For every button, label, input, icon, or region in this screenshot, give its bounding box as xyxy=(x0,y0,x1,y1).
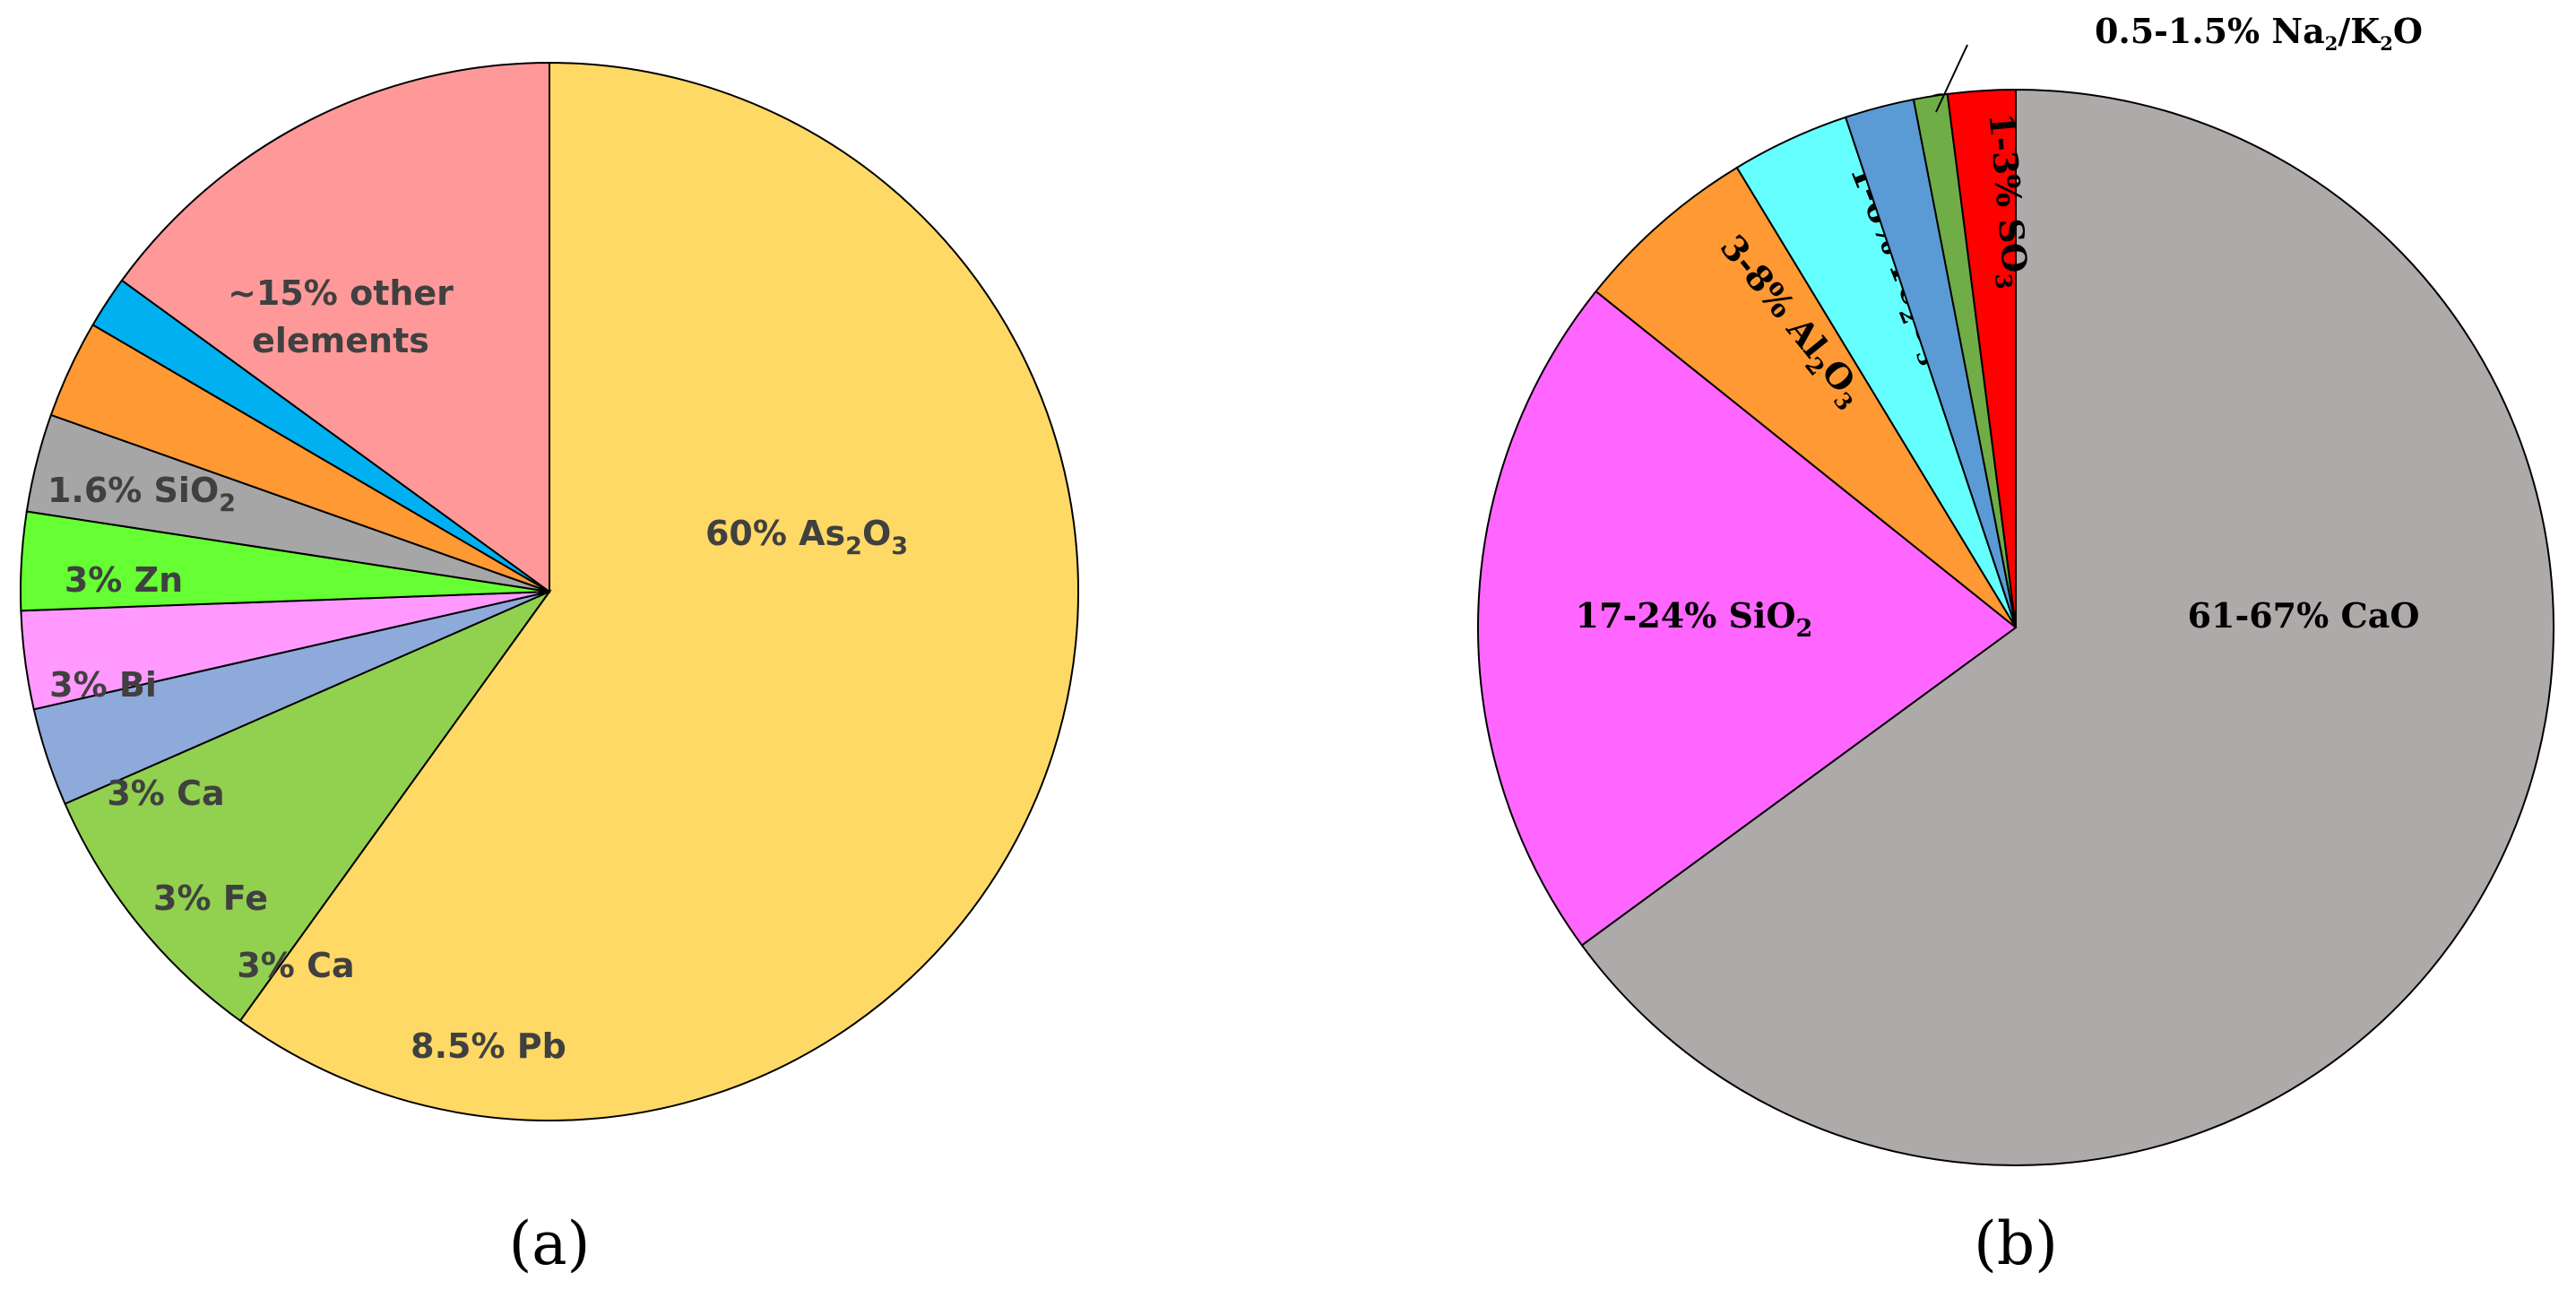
pie-slice xyxy=(120,61,550,593)
pie-slice xyxy=(1580,88,2554,1166)
slice-label-group: 17-24% SiO2 xyxy=(1576,595,1813,643)
slice-label: 17-24% SiO2 xyxy=(1576,595,1813,643)
slice-label-group: 60% As2O3 xyxy=(705,514,908,560)
pie-slice xyxy=(1946,88,2017,628)
pie-slice xyxy=(238,61,1080,1121)
slice-label-group: 3% Zn xyxy=(65,560,183,600)
slice-label-group: 3% Ca xyxy=(237,946,354,985)
slice-label: ~15% other elements xyxy=(228,273,454,360)
pie-chart-a: 60% As2O3 8.5% Pb 3% Ca 3% Fe 3% Ca 3% Bi 3% Z… xyxy=(20,61,1080,1121)
slice-label: 60% As2O3 xyxy=(705,514,908,560)
leader-line xyxy=(1935,44,1968,113)
slice-label: 3% Bi xyxy=(49,665,157,705)
slice-label-group: 61-67% CaO xyxy=(2188,595,2420,636)
panel-label-b: (b) xyxy=(1974,1209,2058,1278)
slice-label: 3% Zn xyxy=(65,560,183,600)
slice-label: 3% Fe xyxy=(153,879,268,918)
slice-label: 8.5% Pb xyxy=(411,1026,566,1066)
slice-label-group: 3% Fe xyxy=(153,879,268,918)
panel-label-a: (a) xyxy=(509,1209,591,1278)
slice-label-group: 1.6% SiO2 xyxy=(48,471,236,517)
slice-label-group: ~15% other elements xyxy=(228,273,454,360)
slice-label: 3% Ca xyxy=(107,774,224,813)
pie-slice xyxy=(64,589,552,1023)
pie-slice xyxy=(1477,290,2018,947)
slice-label: 1.6% SiO2 xyxy=(48,471,236,517)
slice-label: 0.5-1.5% Na2/K2O xyxy=(2095,11,2423,55)
slice-label-group: 3% Ca xyxy=(107,774,224,813)
slice-label: 61-67% CaO xyxy=(2188,595,2420,636)
slice-label-group: 3% Bi xyxy=(49,665,157,705)
slice-label-group: 0.5-1.5% Na2/K2O xyxy=(2095,11,2423,55)
slice-label-group: 8.5% Pb xyxy=(411,1026,566,1066)
pie-slice xyxy=(1595,166,2017,628)
slice-label: 3% Ca xyxy=(237,946,354,985)
